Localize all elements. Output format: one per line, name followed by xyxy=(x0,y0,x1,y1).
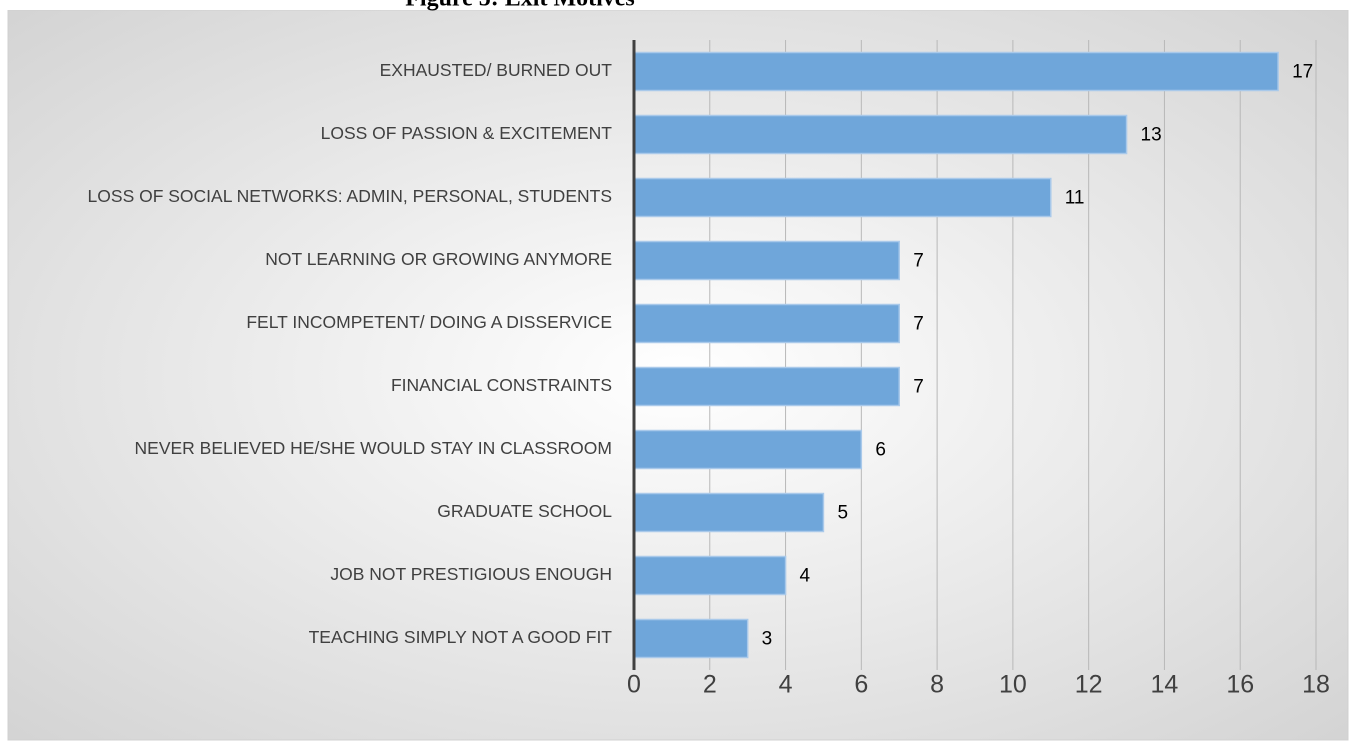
bar xyxy=(633,177,1052,218)
value-label: 7 xyxy=(913,314,924,335)
value-label: 11 xyxy=(1065,188,1085,209)
y-tick-label: LOSS OF SOCIAL NETWORKS: ADMIN, PERSONAL… xyxy=(88,186,612,206)
page-strip xyxy=(0,0,1351,10)
y-tick-label: NOT LEARNING OR GROWING ANYMORE xyxy=(265,249,612,269)
x-tick-label: 0 xyxy=(627,671,641,699)
x-tick-label: 18 xyxy=(1302,671,1330,699)
chart-title: Figure 5: Exit Motives xyxy=(405,0,635,12)
value-label: 13 xyxy=(1141,125,1162,146)
value-label: 7 xyxy=(913,377,924,398)
x-tick-label: 16 xyxy=(1226,671,1254,699)
value-label: 17 xyxy=(1292,62,1313,83)
y-tick-label: LOSS OF PASSION & EXCITEMENT xyxy=(321,123,613,143)
bar xyxy=(633,555,787,596)
y-tick-label: NEVER BELIEVED HE/SHE WOULD STAY IN CLAS… xyxy=(135,438,612,458)
bar xyxy=(633,492,825,533)
x-tick-label: 12 xyxy=(1075,671,1103,699)
bar xyxy=(633,114,1128,155)
y-tick-label: TEACHING SIMPLY NOT A GOOD FIT xyxy=(309,627,613,647)
y-tick-label: JOB NOT PRESTIGIOUS ENOUGH xyxy=(330,564,612,584)
x-tick-label: 6 xyxy=(854,671,868,699)
bar xyxy=(633,429,863,470)
x-tick-label: 4 xyxy=(779,671,793,699)
bar xyxy=(633,51,1279,92)
value-label: 4 xyxy=(800,566,811,587)
bar xyxy=(633,366,900,407)
value-label: 5 xyxy=(837,503,848,524)
bar xyxy=(633,240,900,281)
x-tick-label: 2 xyxy=(703,671,717,699)
value-label: 7 xyxy=(913,251,924,272)
bar xyxy=(633,303,900,344)
value-label: 3 xyxy=(762,629,773,650)
x-tick-label: 8 xyxy=(930,671,944,699)
value-label: 6 xyxy=(875,440,886,461)
y-tick-label: FINANCIAL CONSTRAINTS xyxy=(391,375,612,395)
y-tick-label: FELT INCOMPETENT/ DOING A DISSERVICE xyxy=(246,312,612,332)
x-tick-label: 14 xyxy=(1151,671,1179,699)
x-tick-label: 10 xyxy=(999,671,1027,699)
bar xyxy=(633,618,749,659)
y-tick-label: GRADUATE SCHOOL xyxy=(437,501,612,521)
y-tick-label: EXHAUSTED/ BURNED OUT xyxy=(380,60,613,80)
